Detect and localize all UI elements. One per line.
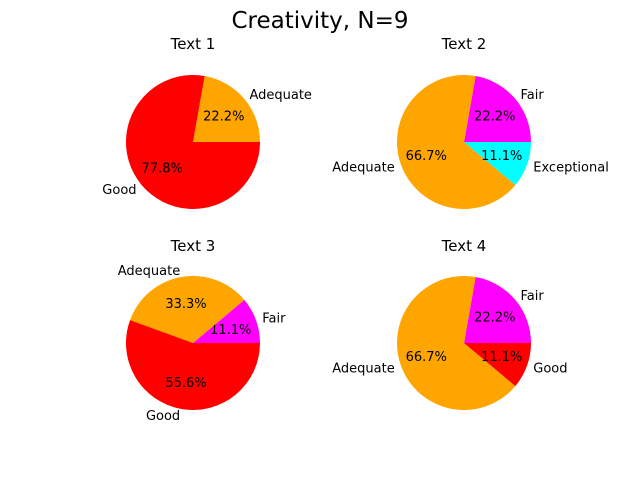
pie-chart-3: Text 3 11.1% Fair 33.3% Adequate 55.6% Good — [118, 237, 286, 424]
pie-label-good: Good — [146, 409, 180, 424]
pie-title: Text 2 — [441, 35, 487, 53]
pie-percent-good: 11.1% — [481, 350, 522, 365]
pie-chart-4: Text 4 22.2% Fair 66.7% Adequate 11.1% Good — [332, 237, 567, 410]
pie-label-fair: Fair — [262, 311, 286, 326]
pie-label-good: Good — [102, 183, 136, 198]
figure-title: Creativity, N=9 — [231, 8, 408, 34]
pie-label-fair: Fair — [520, 88, 544, 103]
pie-label-adequate: Adequate — [332, 362, 394, 377]
pie-percent-adequate: 22.2% — [203, 110, 244, 125]
pie-percent-good: 77.8% — [142, 161, 183, 176]
pie-percent-exceptional: 11.1% — [481, 149, 522, 164]
pie-label-exceptional: Exceptional — [533, 161, 609, 176]
pie-title: Text 1 — [170, 35, 216, 53]
pie-label-adequate: Adequate — [118, 264, 180, 279]
pie-chart-2: Text 2 22.2% Fair 66.7% Adequate 11.1% Excepti… — [332, 35, 609, 209]
pie-percent-adequate: 66.7% — [406, 350, 447, 365]
charts: Text 1 22.2% Adequate 77.8% Good Text 2 22.2% F… — [102, 35, 609, 424]
pie-title: Text 3 — [170, 237, 216, 255]
pie-percent-fair: 22.2% — [474, 311, 515, 326]
pie-chart-1: Text 1 22.2% Adequate 77.8% Good — [102, 35, 312, 209]
pie-label-good: Good — [533, 362, 567, 377]
pie-percent-adequate: 33.3% — [165, 297, 206, 312]
pie-label-adequate: Adequate — [332, 161, 394, 176]
pie-percent-fair: 22.2% — [474, 110, 515, 125]
pie-percent-fair: 11.1% — [210, 323, 251, 338]
pie-percent-adequate: 66.7% — [406, 149, 447, 164]
pie-label-adequate: Adequate — [249, 88, 311, 103]
pie-percent-good: 55.6% — [165, 376, 206, 391]
pie-title: Text 4 — [441, 237, 487, 255]
pie-label-fair: Fair — [520, 289, 544, 304]
